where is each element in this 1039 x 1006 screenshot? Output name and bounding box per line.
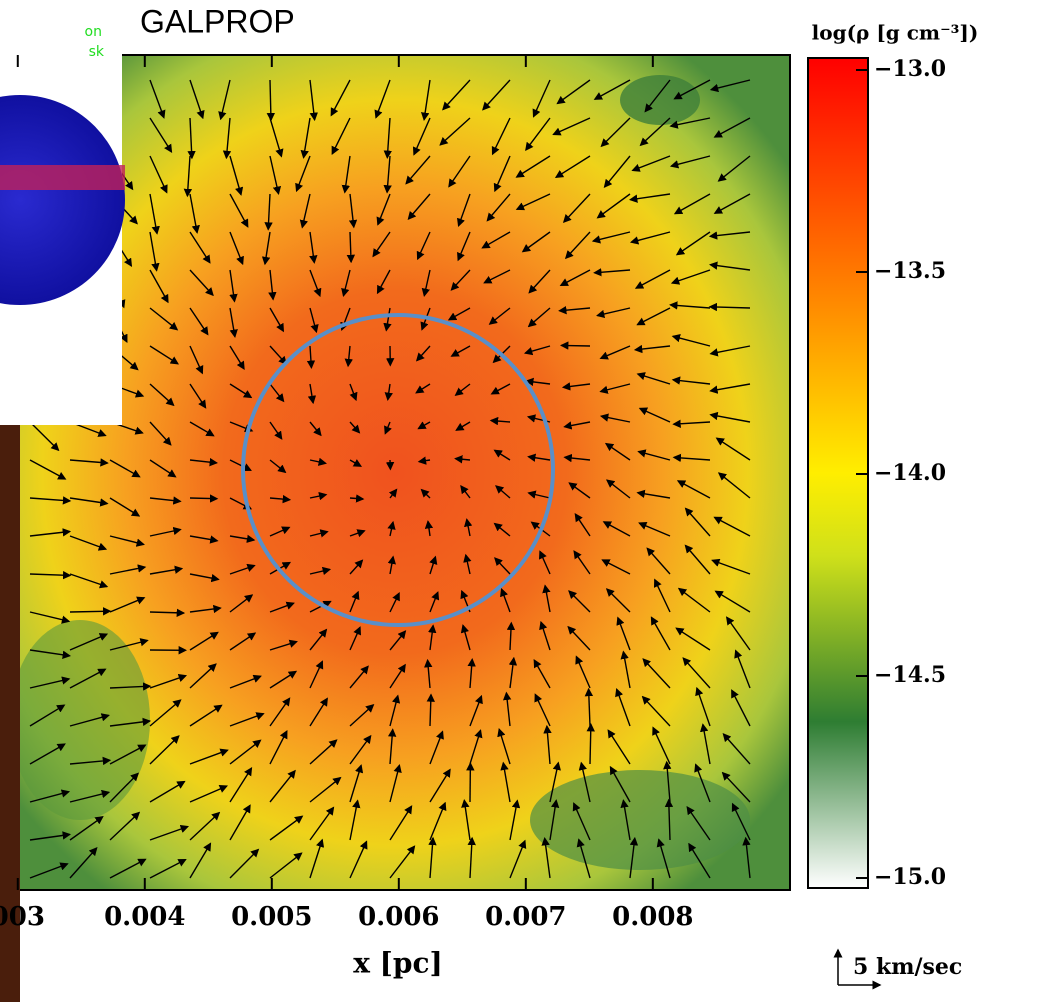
velocity-arrow xyxy=(270,80,271,120)
velocity-arrow xyxy=(190,498,217,499)
velocity-arrow xyxy=(150,612,184,613)
x-tick-label: 0.007 xyxy=(485,902,566,932)
colorbar-tick-label: −13.0 xyxy=(874,56,946,82)
colorbar-tick-label: −14.5 xyxy=(874,662,946,688)
x-tick-label: 0.008 xyxy=(612,902,693,932)
colorbar-label: log(ρ [g cm⁻³]) xyxy=(812,21,979,45)
colorbar-tick-label: −14.0 xyxy=(874,460,946,486)
colorbar-tick-label: −13.5 xyxy=(874,258,946,284)
x-tick-label: 0.006 xyxy=(358,902,439,932)
arrow-scale-label: 5 km/sec xyxy=(853,954,962,980)
colorbar-tick-label: −15.0 xyxy=(874,864,946,890)
density-patch xyxy=(620,75,700,125)
x-axis-label: x [pc] xyxy=(353,947,443,980)
velocity-arrow xyxy=(350,498,363,499)
velocity-arrow xyxy=(430,695,431,726)
x-tick-label: 003 xyxy=(0,902,45,932)
x-tick-label: 0.005 xyxy=(231,902,312,932)
velocity-arrow xyxy=(561,345,590,346)
x-tick-label: 0.004 xyxy=(104,902,185,932)
inset-band xyxy=(0,165,125,190)
velocity-arrow xyxy=(590,724,591,764)
density-patch xyxy=(530,770,750,870)
velocity-arrow xyxy=(70,611,110,612)
inset-text: sk xyxy=(89,44,105,60)
inset-text: on xyxy=(85,24,102,40)
chart-title: GALPROP xyxy=(140,3,295,39)
